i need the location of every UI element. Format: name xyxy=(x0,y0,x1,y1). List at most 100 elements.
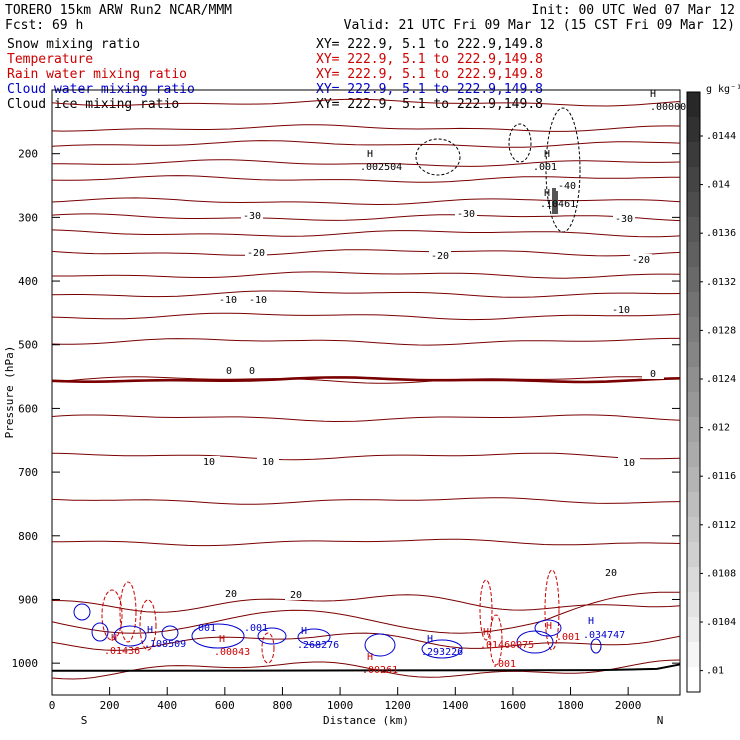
temperature-label-bg xyxy=(218,365,240,376)
field-name: Temperature xyxy=(7,52,93,67)
temperature-label: -30 xyxy=(457,209,475,220)
isotherm-line xyxy=(51,414,681,423)
isotherm-line xyxy=(51,197,681,206)
x-tick-label: 1200 xyxy=(384,699,411,712)
max-value-label: .293226 xyxy=(421,647,463,658)
cloud-water-contour xyxy=(161,625,179,641)
isotherm-line xyxy=(51,452,681,461)
isotherm-line xyxy=(51,594,681,613)
isotherm-line xyxy=(51,249,681,257)
x-axis-title: Distance (km) xyxy=(323,714,409,727)
temperature-labels: -40 -30 -30 -30 -20 -20 -20 -10 -10 -10 0 0 0 10 10 10 2… xyxy=(198,180,664,601)
field-xy-range: XY= 222.9, 5.1 to 222.9,149.8 xyxy=(316,97,543,112)
y-tick-label: 400 xyxy=(18,275,38,288)
isotherm-line xyxy=(51,632,681,651)
colorbar-swatch xyxy=(687,92,700,118)
snow-contour xyxy=(508,123,532,163)
rain-water-contour xyxy=(489,614,503,666)
cloud-water-contour xyxy=(590,638,602,654)
x-tick-label: 200 xyxy=(100,699,120,712)
isotherm-line xyxy=(52,271,681,279)
max-value-label: .001 xyxy=(192,623,216,634)
isotherm-line xyxy=(51,290,681,298)
colorbar-swatch xyxy=(687,192,700,218)
x-axis: 0 200 400 600 800 1000 1200 1400 1600 1800 2000 xyxy=(49,687,642,712)
colorbar-swatch xyxy=(687,242,700,268)
y-tick-label: 500 xyxy=(18,339,38,352)
x-tick-label: 1600 xyxy=(500,699,527,712)
field-name: Cloud ice mixing ratio xyxy=(7,97,179,112)
colorbar-swatch xyxy=(687,267,700,293)
ice-contour xyxy=(545,107,581,233)
y-tick-label: 300 xyxy=(18,211,38,224)
init-time: Init: 00 UTC Wed 07 Mar 12 xyxy=(532,3,736,18)
isotherm-line xyxy=(51,497,681,505)
max-value-label: .00043 xyxy=(214,647,250,658)
colorbar-swatch xyxy=(687,467,700,493)
max-marker: H xyxy=(219,634,225,645)
colorbar-swatch xyxy=(687,667,700,693)
rain-water-contour xyxy=(101,589,123,641)
cloud-water-contour xyxy=(113,625,147,647)
isotherm-line xyxy=(51,337,680,346)
colorbar-swatch xyxy=(687,442,700,468)
temperature-label-bg xyxy=(198,456,220,467)
x-tick-label: 600 xyxy=(215,699,235,712)
max-marker: H xyxy=(427,634,433,645)
temperature-label: 10 xyxy=(203,457,215,468)
temperature-label: -20 xyxy=(247,248,265,259)
colorbar-swatch xyxy=(687,567,700,593)
x-tick-label: 1800 xyxy=(557,699,584,712)
max-marker: H xyxy=(544,149,550,160)
temperature-label: 20 xyxy=(290,590,302,601)
temperature-contours xyxy=(51,98,681,680)
cloud-water-contour xyxy=(297,628,331,646)
cloud-water-contour xyxy=(91,622,109,642)
max-value-label: .01436 xyxy=(104,646,140,657)
x-tick-label: 800 xyxy=(273,699,293,712)
temperature-label-bg xyxy=(613,213,635,224)
forecast-hour: Fcst: 69 h xyxy=(5,18,83,33)
x-tick-label: 1000 xyxy=(327,699,354,712)
colorbar-swatch xyxy=(687,367,700,393)
freezing-level-contour xyxy=(51,376,681,384)
max-value-label: .268276 xyxy=(297,640,339,651)
temperature-label-bg xyxy=(285,589,307,600)
isotherm-line xyxy=(51,175,680,183)
colorbar-swatch xyxy=(687,117,700,143)
colorbar-label: .012 xyxy=(706,423,730,434)
temperature-label: -10 xyxy=(612,305,630,316)
max-value-label: .001 xyxy=(556,632,580,643)
x-tick-label: 2000 xyxy=(615,699,642,712)
cloud-water-contour xyxy=(421,639,463,659)
isotherm-line xyxy=(51,659,681,680)
max-value-label: .001 xyxy=(244,623,268,634)
isotherm-line xyxy=(51,98,681,107)
isotherm-line xyxy=(51,376,681,384)
max-value-label: .002504 xyxy=(360,162,402,173)
max-value-label: .108509 xyxy=(144,639,186,650)
max-value-label: .10461 xyxy=(540,199,576,210)
x-tick-label: 1400 xyxy=(442,699,469,712)
isotherm-line xyxy=(51,229,681,238)
rain-water-contour xyxy=(139,599,157,651)
temperature-label-bg xyxy=(556,180,578,191)
max-marker: H xyxy=(544,188,550,199)
temperature-label-bg xyxy=(642,368,664,379)
colorbar-swatch xyxy=(687,517,700,543)
isotherm-line xyxy=(52,159,681,167)
field-xy-range: XY= 222.9, 5.1 to 222.9,149.8 xyxy=(316,37,543,52)
temperature-label: 0 xyxy=(650,369,656,380)
max-marker: H xyxy=(546,621,552,632)
colorbar-swatch xyxy=(687,317,700,343)
plot-area: -40 -30 -30 -30 -20 -20 -20 -10 -10 -10 0 0 0 10 10 10 2… xyxy=(12,89,687,712)
temperature-label: -30 xyxy=(615,214,633,225)
isotherm-line xyxy=(51,538,681,547)
colorbar-swatch xyxy=(687,617,700,643)
temperature-label: -20 xyxy=(632,255,650,266)
temperature-label-bg xyxy=(241,210,263,221)
south-label: S xyxy=(81,714,88,727)
max-marker: H xyxy=(367,149,373,160)
